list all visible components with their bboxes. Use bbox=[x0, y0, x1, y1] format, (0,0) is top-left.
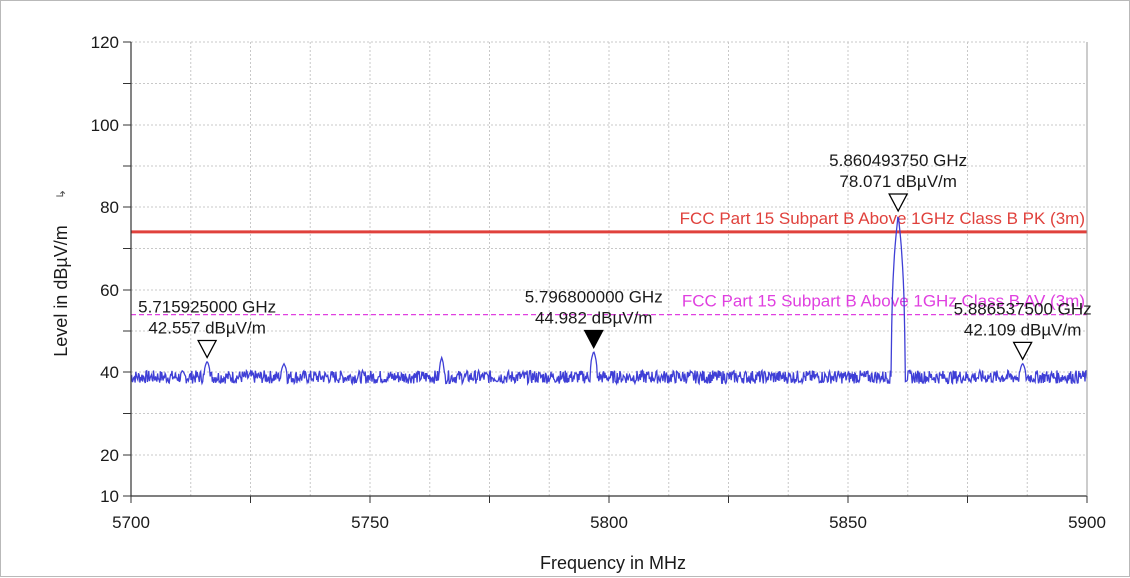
y-tick-label: 120 bbox=[91, 33, 119, 52]
limit-lines: FCC Part 15 Subpart B Above 1GHz Class B… bbox=[131, 209, 1087, 316]
marker-level-label: 42.109 dBµV/m bbox=[964, 320, 1082, 339]
markers: 5.715925000 GHz 42.557 dBµV/m 5.796800000 … bbox=[138, 151, 1092, 361]
grid bbox=[130, 41, 1088, 497]
x-tick-label: 5900 bbox=[1068, 513, 1106, 532]
marker-freq-label: 5.860493750 GHz bbox=[829, 151, 967, 170]
y-tick-label: 20 bbox=[100, 446, 119, 465]
marker-triangle-icon bbox=[583, 329, 604, 349]
limit-label-av: FCC Part 15 Subpart B Above 1GHz Class B… bbox=[682, 292, 1085, 311]
y-axis-title-group: Level in dBµV/m ↳ bbox=[51, 189, 71, 357]
x-axis-title: Frequency in MHz bbox=[540, 553, 686, 573]
axes: 10 20 40 60 80 100 120 5700 5750 5800 5850 5900 bbox=[91, 33, 1106, 532]
trace-layer bbox=[130, 216, 1088, 386]
x-tick-label: 5750 bbox=[351, 513, 389, 532]
marker-level-label: 44.982 dBµV/m bbox=[535, 309, 653, 328]
y-tick-label: 100 bbox=[91, 116, 119, 135]
marker-level-label: 42.557 dBµV/m bbox=[148, 319, 266, 338]
marker-freq-label: 5.886537500 GHz bbox=[954, 299, 1092, 318]
marker-triangle-icon bbox=[1012, 341, 1033, 361]
x-tick-label: 5850 bbox=[829, 513, 867, 532]
y-axis-title: Level in dBµV/m bbox=[51, 225, 71, 356]
y-tick-label: 60 bbox=[100, 281, 119, 300]
x-tick-label: 5700 bbox=[112, 513, 150, 532]
ascending-arrow-icon: ↳ bbox=[54, 189, 68, 199]
marker-freq-label: 5.796800000 GHz bbox=[525, 288, 663, 307]
y-tick-label: 80 bbox=[100, 198, 119, 217]
x-tick-label: 5800 bbox=[590, 513, 628, 532]
y-tick-label: 40 bbox=[100, 363, 119, 382]
marker-triangle-icon bbox=[197, 339, 218, 359]
marker-freq-label: 5.715925000 GHz bbox=[138, 298, 276, 317]
y-tick-label: 10 bbox=[100, 487, 119, 506]
trace-line bbox=[130, 216, 1088, 386]
marker-level-label: 78.071 dBµV/m bbox=[839, 172, 957, 191]
marker-triangle-icon bbox=[888, 193, 909, 213]
limit-label-pk: FCC Part 15 Subpart B Above 1GHz Class B… bbox=[680, 209, 1085, 228]
